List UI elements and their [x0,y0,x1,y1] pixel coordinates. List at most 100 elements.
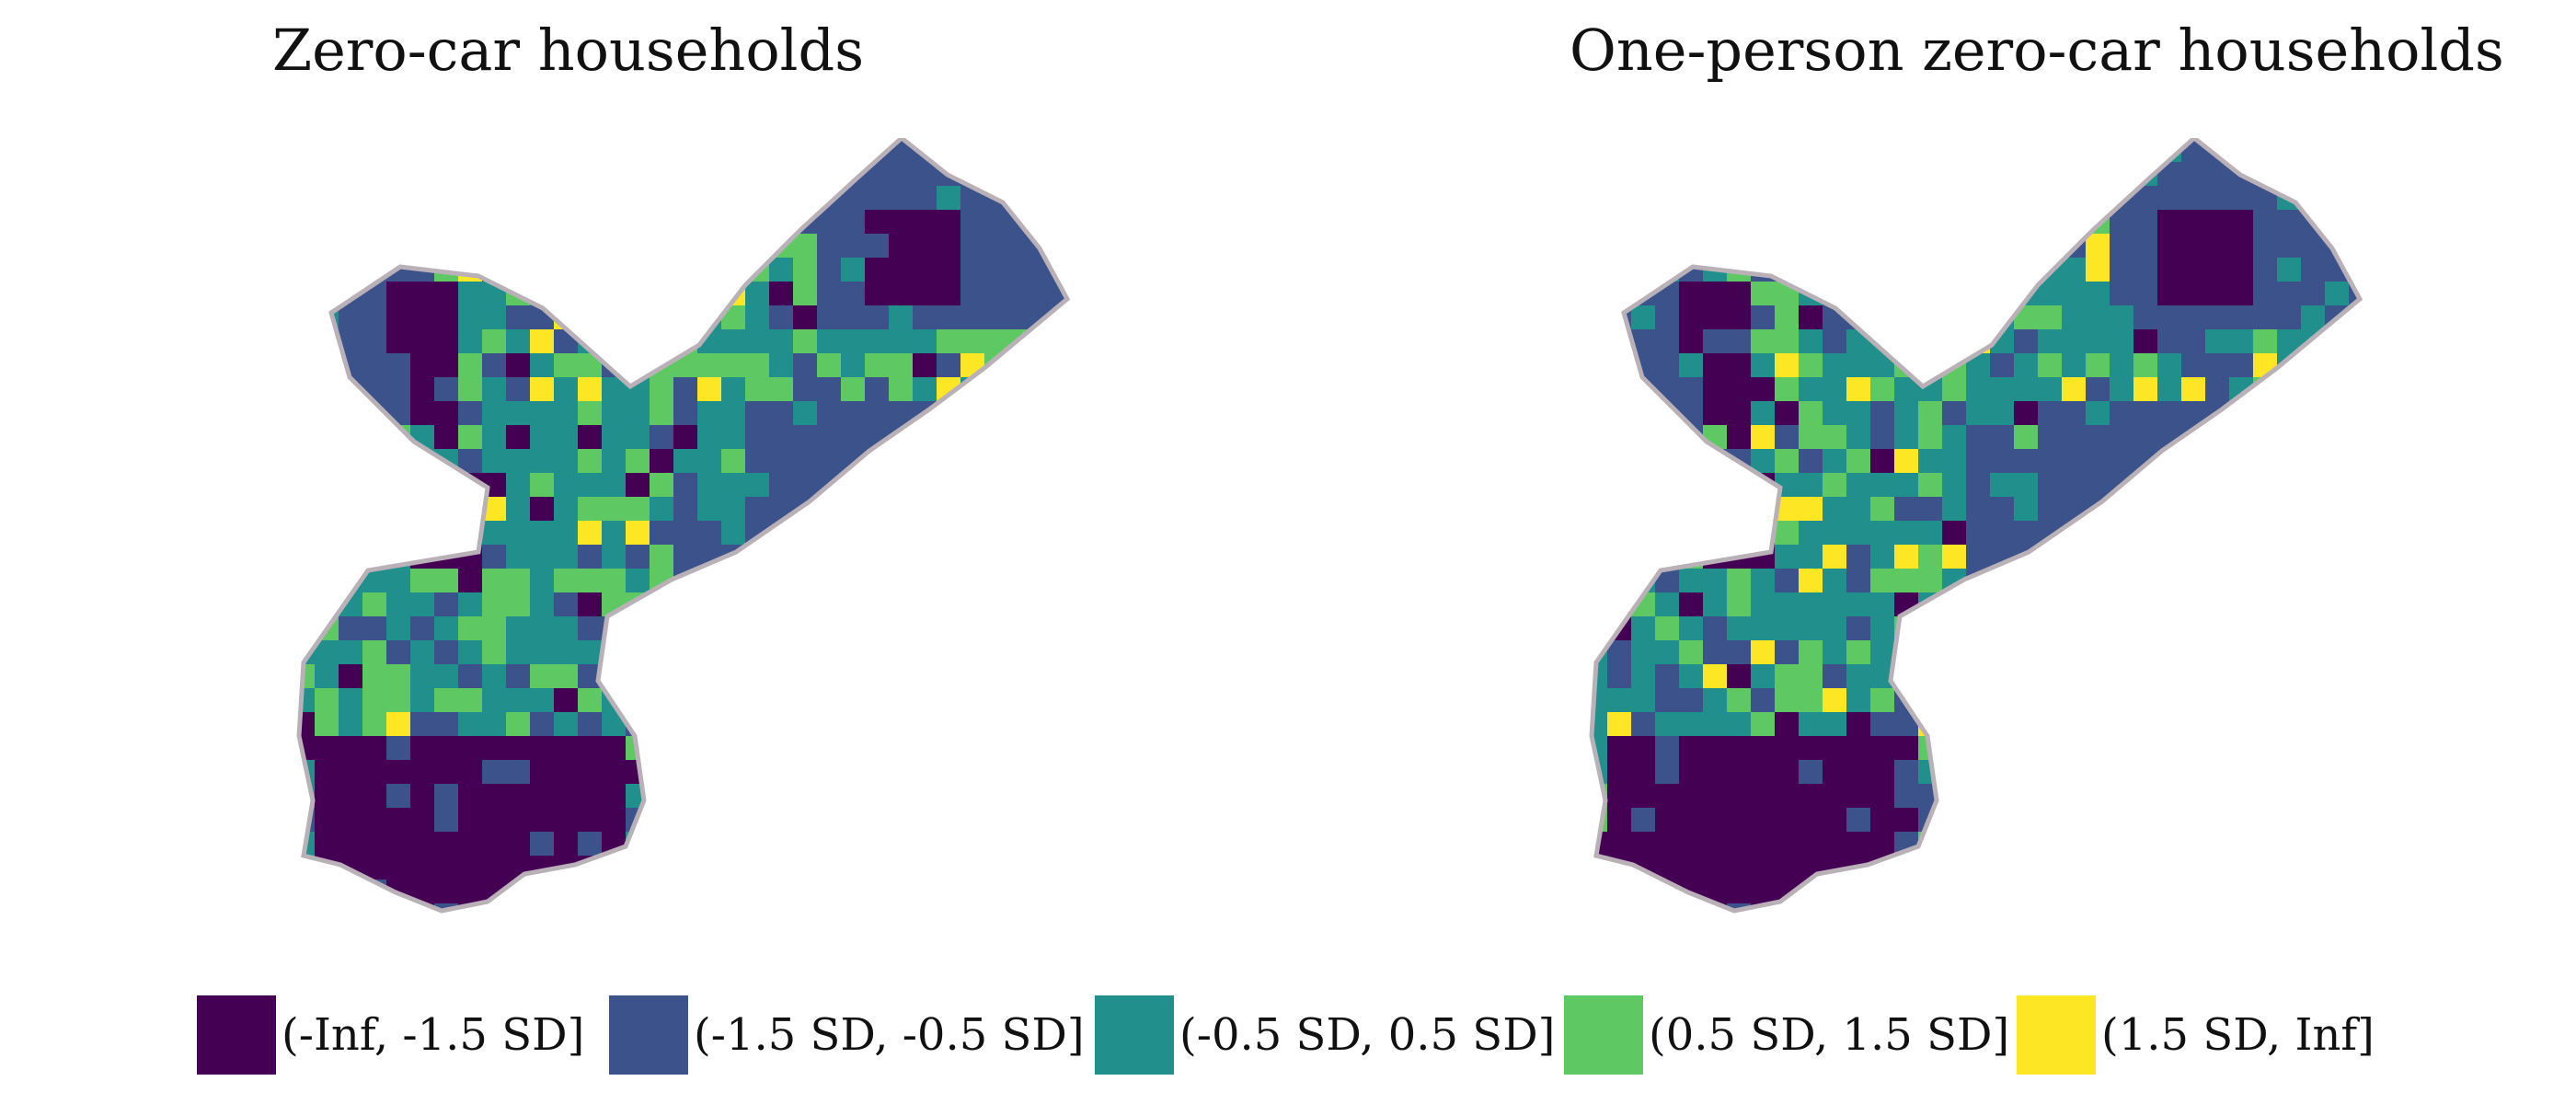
census-tract [2301,808,2326,833]
census-tract [2253,545,2278,569]
census-tract [2133,377,2158,402]
census-tract [1080,569,1105,593]
census-tract [889,162,914,187]
census-tract [2110,927,2134,929]
census-tract [2014,473,2039,498]
census-tract [745,616,770,641]
census-tract [1080,138,1105,163]
census-tract [1942,903,1967,911]
census-tract [2181,377,2206,402]
census-tract [937,664,961,689]
census-tract [602,808,627,833]
census-tract [1751,210,1776,235]
census-tract [2325,545,2350,569]
census-tract [315,712,339,737]
census-tract [1032,903,1057,911]
census-tract [410,162,435,187]
census-tract [506,258,531,282]
census-tract [1799,592,1823,617]
census-tract [2110,282,2134,306]
census-tract [1008,616,1033,641]
census-tract [1607,353,1632,378]
census-tract [299,425,316,450]
census-tract [1056,138,1067,163]
census-tract [889,521,914,546]
census-tract [889,545,914,569]
census-tract [2205,473,2230,498]
census-tract [458,234,483,259]
census-tract [626,138,650,163]
census-tract [578,808,603,833]
census-tract [793,616,818,641]
census-tract [2373,784,2398,809]
census-tract [937,927,961,929]
census-tract [1008,712,1033,737]
census-tract [1846,162,1871,187]
census-tract [2229,832,2254,857]
census-tract [482,808,507,833]
census-tract [841,401,866,426]
census-tract [482,664,507,689]
census-tract [650,592,674,617]
census-tract [299,329,316,354]
census-tract [817,640,842,665]
census-tract [1966,210,1991,235]
census-tract [1592,210,1608,235]
census-tract [2349,640,2360,665]
census-tract [386,640,411,665]
census-tract [865,880,890,904]
census-tract [2157,640,2182,665]
census-tract [1631,305,1656,330]
census-tract [2301,353,2326,378]
census-tract [817,282,842,306]
census-tract [2062,664,2087,689]
census-tract [913,760,937,785]
census-tract [793,736,818,761]
census-tract [362,760,387,785]
census-tract [984,856,1009,880]
census-tract [1056,592,1067,617]
census-tract [793,903,818,911]
census-tract [2229,305,2254,330]
census-tract [913,808,937,833]
census-tract [650,329,674,354]
census-tract [2110,234,2134,259]
census-tract [1655,162,1680,187]
census-tract [1032,616,1057,641]
census-tract [2038,903,2063,911]
census-tract [530,353,555,378]
census-tract [530,545,555,569]
census-tract [1032,760,1057,785]
census-tract [1679,640,1704,665]
census-tract [913,305,937,330]
census-tract [673,856,698,880]
census-tract [2157,258,2182,282]
census-tract [2253,736,2278,761]
census-tract [602,449,627,474]
census-tract [793,449,818,474]
census-tract [960,903,985,911]
census-tract [697,927,722,929]
census-tract [458,664,483,689]
census-tract [299,305,316,330]
census-tract [1607,760,1632,785]
census-tract [434,473,459,498]
census-tract [2133,234,2158,259]
census-tract [960,497,985,522]
census-tract [626,903,650,911]
census-tract [841,497,866,522]
census-tract [1894,473,1919,498]
census-tract [913,880,937,904]
census-tract [2325,736,2350,761]
census-tract [362,377,387,402]
census-tract [1870,688,1895,713]
census-tract [2133,545,2158,569]
census-tract [1918,521,1943,546]
census-tract [386,592,411,617]
census-tract [937,616,961,641]
census-tract [315,282,339,306]
census-tract [865,258,890,282]
census-tract [2325,784,2350,809]
census-tract [2014,760,2039,785]
census-tract [889,832,914,857]
